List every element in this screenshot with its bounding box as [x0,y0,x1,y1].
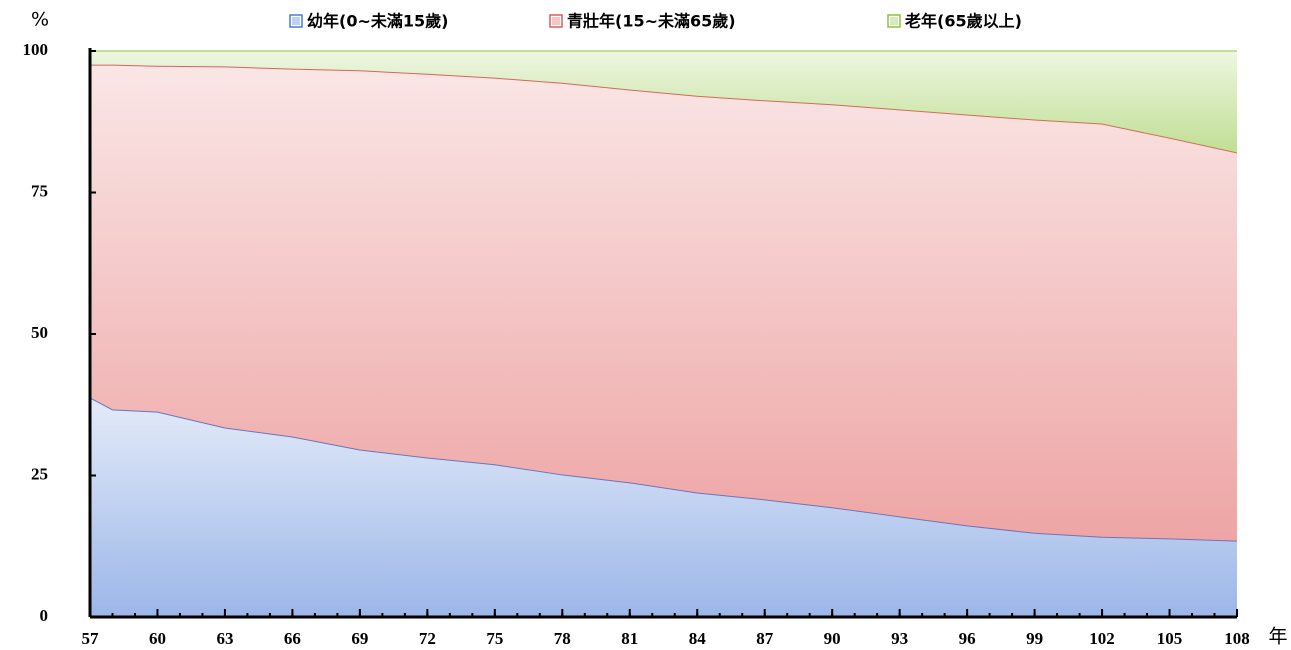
x-tick-label: 99 [1026,629,1043,648]
y-tick-label: 0 [40,606,49,625]
x-axis-label: 年 [1268,626,1287,648]
x-tick-label: 72 [419,629,436,648]
chart: % 年 0 25 50 75 100 57 60 63 66 69 72 75 78 81 84 87 90 93… [0,0,1291,650]
x-tick-label: 69 [351,629,368,648]
x-tick-label: 75 [486,629,503,648]
y-axis-label: % [31,9,49,31]
x-tick-label: 93 [891,629,908,648]
x-tick-label: 81 [621,629,638,648]
legend-label: 幼年(0~未滿15歲) [307,12,448,31]
y-tick-label: 75 [31,181,48,200]
legend-label: 老年(65歲以上) [904,12,1022,31]
x-tick-label: 57 [82,629,100,648]
y-tick-label: 100 [23,40,49,59]
legend-label: 青壯年(15~未滿65歲) [567,12,736,31]
x-tick-label: 87 [756,629,774,648]
x-tick-label: 105 [1157,629,1183,648]
x-tick-label: 102 [1089,629,1115,648]
y-tick-label: 25 [31,464,48,483]
x-tick-label: 60 [149,629,166,648]
y-tick-label: 50 [31,323,48,342]
x-tick-label: 84 [689,629,707,648]
x-tick-label: 63 [216,629,233,648]
x-tick-label: 90 [824,629,841,648]
x-tick-label: 66 [284,629,301,648]
x-tick-label: 108 [1224,629,1250,648]
x-tick-label: 96 [959,629,976,648]
x-tick-label: 78 [554,629,571,648]
